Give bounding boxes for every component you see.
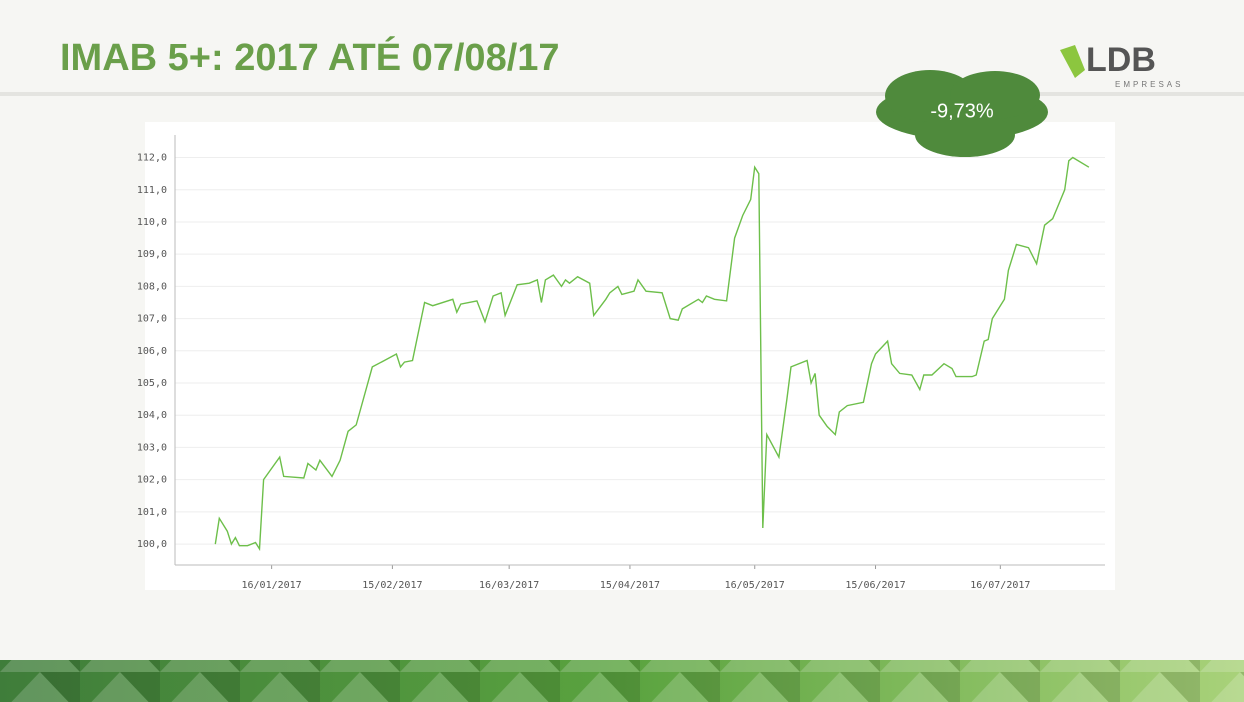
annotation: -9,73% [930,100,994,122]
footer-pattern [0,660,1244,702]
y-tick-label: 103,0 [137,442,167,453]
y-tick-label: 106,0 [137,346,167,357]
x-tick-label: 16/07/2017 [970,580,1030,591]
x-tick-label: 16/03/2017 [479,580,539,591]
plot: 100,0 101,0 102,0 103,0 104,0 105,0 106,0 107,0… [137,135,1105,591]
y-tick-label: 100,0 [137,539,167,550]
cloud-part [915,113,1015,157]
annotation-cloud: -9,73% [876,70,1048,157]
data-line [214,156,1090,552]
y-tick-label: 109,0 [137,249,167,260]
logo-mark [1060,45,1085,78]
x-tick-label: 16/01/2017 [242,580,302,591]
cloud-part [885,70,975,122]
cloud-part [950,71,1040,119]
x-tick-label: 15/02/2017 [362,580,422,591]
x-tick-label: 15/04/2017 [600,580,660,591]
y-tick-label: 101,0 [137,507,167,518]
y-tick-label: 111,0 [137,185,167,196]
chart-panel [145,122,1115,590]
y-tick-label: 105,0 [137,378,167,389]
y-tick-label: 104,0 [137,410,167,421]
logo-name: LDB [1086,41,1156,79]
y-tick-label: 107,0 [137,314,167,325]
slide-title: IMAB 5+: 2017 ATÉ 07/08/17 [60,35,560,79]
logo: LDB EMPRESAS [1060,41,1183,89]
y-tick-label: 108,0 [137,281,167,292]
x-tick-label: 15/06/2017 [845,580,905,591]
y-tick-label: 112,0 [137,153,167,164]
logo-subtitle: EMPRESAS [1115,80,1183,89]
y-tick-label: 110,0 [137,217,167,228]
title-rule [0,92,1244,96]
x-tick-label: 16/05/2017 [725,580,785,591]
y-tick-label: 102,0 [137,475,167,486]
